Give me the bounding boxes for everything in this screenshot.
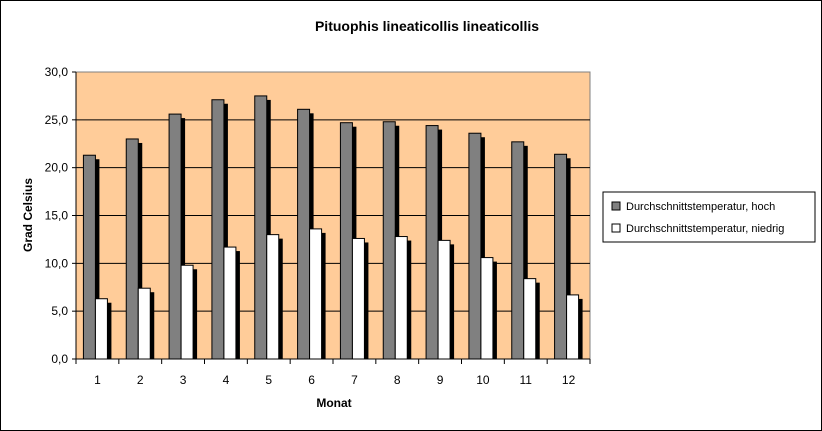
x-tick-label: 11 xyxy=(520,373,533,387)
y-tick-label: 20,0 xyxy=(45,161,69,175)
y-axis-title: Grad Celsius xyxy=(21,178,35,252)
y-tick-label: 15,0 xyxy=(45,209,69,223)
x-tick-label: 1 xyxy=(94,373,101,387)
legend-label-niedrig: Durchschnittstemperatur, niedrig xyxy=(626,223,784,235)
bar-hoch xyxy=(425,125,439,360)
bar-niedrig xyxy=(480,257,494,360)
bars xyxy=(82,95,583,360)
bar-hoch xyxy=(82,154,96,360)
x-tick-label: 5 xyxy=(265,373,272,387)
bar-hoch xyxy=(211,99,225,360)
bar-niedrig xyxy=(309,228,323,360)
bar-niedrig xyxy=(137,287,151,360)
y-axis-ticks: 0,0 5,0 10,0 15,0 20,0 25,0 30,0 xyxy=(45,65,76,366)
bar-hoch xyxy=(125,138,139,360)
chart-title: Pituophis lineaticollis lineaticollis xyxy=(315,18,539,34)
x-tick-label: 9 xyxy=(437,373,444,387)
y-tick-label: 5,0 xyxy=(51,304,68,318)
gridlines xyxy=(76,119,590,312)
x-tick-label: 3 xyxy=(180,373,187,387)
bar-niedrig xyxy=(180,264,194,360)
legend: Durchschnittstemperatur, hoch Durchschni… xyxy=(602,191,816,243)
x-tick-label: 2 xyxy=(137,373,144,387)
bar-hoch xyxy=(297,108,311,360)
y-tick-label: 10,0 xyxy=(45,256,69,270)
bar-niedrig xyxy=(94,298,108,360)
x-tick-label: 8 xyxy=(394,373,401,387)
bar-hoch xyxy=(468,132,482,360)
x-tick-label: 7 xyxy=(351,373,358,387)
x-axis-ticks: 1 2 3 4 5 6 7 8 9 10 11 12 xyxy=(75,359,591,387)
y-tick-label: 0,0 xyxy=(51,352,68,366)
x-axis-title: Monat xyxy=(316,396,351,410)
x-tick-label: 6 xyxy=(308,373,315,387)
x-tick-label: 12 xyxy=(562,373,576,387)
bar-niedrig xyxy=(566,294,580,360)
bar-hoch xyxy=(382,121,396,360)
bar-niedrig xyxy=(266,234,280,360)
bar-hoch xyxy=(511,141,525,360)
bar-niedrig xyxy=(523,278,537,360)
bar-hoch xyxy=(168,113,182,360)
legend-box xyxy=(602,191,816,243)
x-tick-label: 4 xyxy=(223,373,230,387)
legend-label-hoch: Durchschnittstemperatur, hoch xyxy=(626,201,775,213)
bar-hoch xyxy=(339,122,353,360)
bar-niedrig xyxy=(394,236,408,360)
x-tick-label: 10 xyxy=(476,373,490,387)
legend-swatch-hoch xyxy=(611,201,621,211)
bar-niedrig xyxy=(223,246,237,360)
y-tick-label: 25,0 xyxy=(45,113,69,127)
legend-swatch-niedrig xyxy=(611,223,621,233)
y-tick-label: 30,0 xyxy=(45,65,69,79)
bar-hoch xyxy=(254,95,268,360)
bar-niedrig xyxy=(351,237,365,360)
bar-niedrig xyxy=(437,239,451,360)
bar-hoch xyxy=(554,153,568,360)
